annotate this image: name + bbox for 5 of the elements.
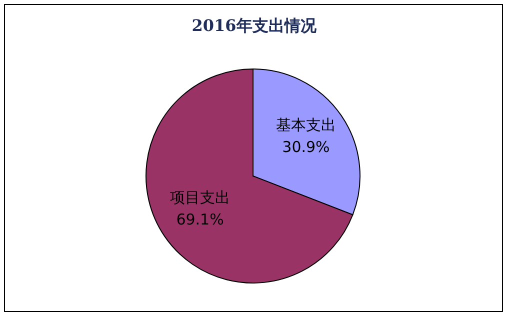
slice-label: 项目支出 [170, 188, 230, 206]
chart-title: 2016年支出情况 [192, 16, 318, 35]
data-label: 69.1% [176, 210, 224, 228]
slice-label: 基本支出 [276, 116, 336, 134]
data-label: 30.9% [282, 138, 330, 156]
